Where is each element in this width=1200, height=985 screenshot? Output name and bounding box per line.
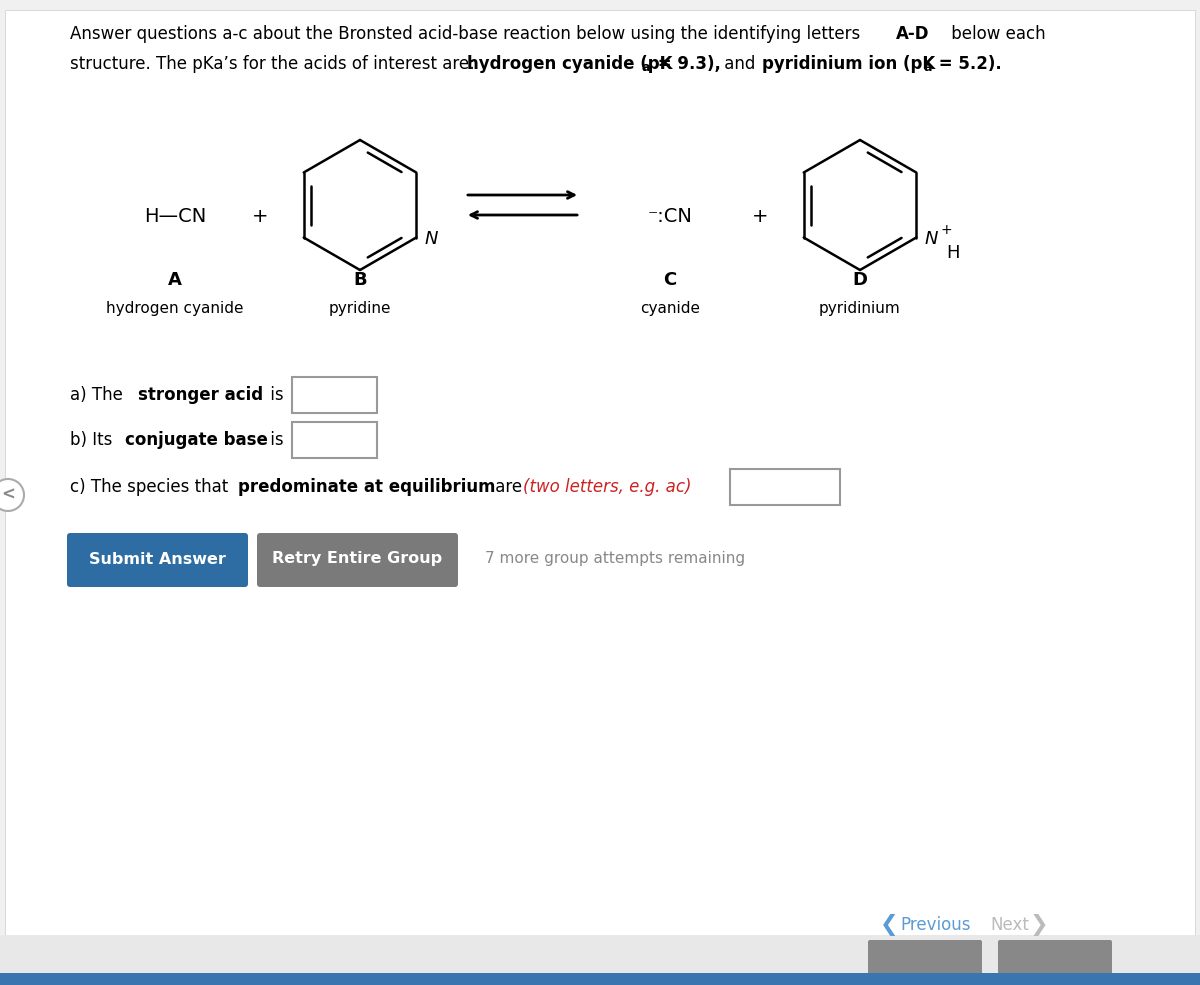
- FancyBboxPatch shape: [292, 377, 377, 413]
- FancyBboxPatch shape: [67, 533, 248, 587]
- FancyBboxPatch shape: [998, 940, 1112, 979]
- Text: Retry Entire Group: Retry Entire Group: [272, 552, 443, 566]
- Text: a) The: a) The: [70, 386, 128, 404]
- Text: 7 more group attempts remaining: 7 more group attempts remaining: [485, 552, 745, 566]
- Text: a: a: [923, 61, 931, 74]
- FancyBboxPatch shape: [257, 533, 458, 587]
- Text: ❮: ❮: [880, 914, 899, 936]
- Text: pyridinium ion (pK: pyridinium ion (pK: [762, 55, 935, 73]
- Text: are: are: [490, 478, 527, 496]
- Text: pyridine: pyridine: [329, 300, 391, 315]
- Text: N: N: [425, 230, 438, 248]
- Text: Previous: Previous: [900, 916, 971, 934]
- Bar: [0, 973, 1200, 985]
- Text: A: A: [168, 271, 182, 289]
- Text: = 5.2).: = 5.2).: [934, 55, 1002, 73]
- Text: (two letters, e.g. ac): (two letters, e.g. ac): [523, 478, 691, 496]
- Text: below each: below each: [946, 25, 1045, 43]
- Text: Submit Answer: Submit Answer: [89, 552, 226, 566]
- Bar: [0, 935, 1200, 985]
- Text: b) Its: b) Its: [70, 431, 118, 449]
- FancyBboxPatch shape: [868, 940, 982, 979]
- Text: +: +: [751, 208, 768, 227]
- Text: C: C: [664, 271, 677, 289]
- FancyBboxPatch shape: [5, 10, 1195, 980]
- Text: ⁻:CN: ⁻:CN: [648, 208, 692, 227]
- Text: cyanide: cyanide: [640, 300, 700, 315]
- Text: a: a: [642, 61, 650, 74]
- Text: N: N: [924, 230, 937, 248]
- FancyBboxPatch shape: [292, 422, 377, 458]
- Text: H: H: [947, 244, 960, 262]
- Text: conjugate base: conjugate base: [125, 431, 268, 449]
- Text: c) The species that: c) The species that: [70, 478, 234, 496]
- Text: <: <: [1, 486, 14, 504]
- Text: ❯: ❯: [1030, 914, 1049, 936]
- Text: +: +: [941, 223, 952, 236]
- Text: Next: Next: [990, 916, 1028, 934]
- Circle shape: [0, 479, 24, 511]
- Text: pyridinium: pyridinium: [820, 300, 901, 315]
- Text: H—CN: H—CN: [144, 208, 206, 227]
- Text: hydrogen cyanide: hydrogen cyanide: [107, 300, 244, 315]
- Text: Answer questions a-c about the Bronsted acid-base reaction below using the ident: Answer questions a-c about the Bronsted …: [70, 25, 865, 43]
- Text: = 9.3),: = 9.3),: [652, 55, 721, 73]
- FancyBboxPatch shape: [730, 469, 840, 505]
- Text: is: is: [265, 386, 283, 404]
- Text: B: B: [353, 271, 367, 289]
- Text: is: is: [265, 431, 283, 449]
- Text: structure. The pKa’s for the acids of interest are:: structure. The pKa’s for the acids of in…: [70, 55, 480, 73]
- Text: hydrogen cyanide (pK: hydrogen cyanide (pK: [467, 55, 672, 73]
- Text: D: D: [852, 271, 868, 289]
- Text: stronger acid: stronger acid: [138, 386, 263, 404]
- Text: +: +: [252, 208, 269, 227]
- Text: and: and: [719, 55, 761, 73]
- Text: A-D: A-D: [896, 25, 930, 43]
- Text: predominate at equilibrium: predominate at equilibrium: [238, 478, 496, 496]
